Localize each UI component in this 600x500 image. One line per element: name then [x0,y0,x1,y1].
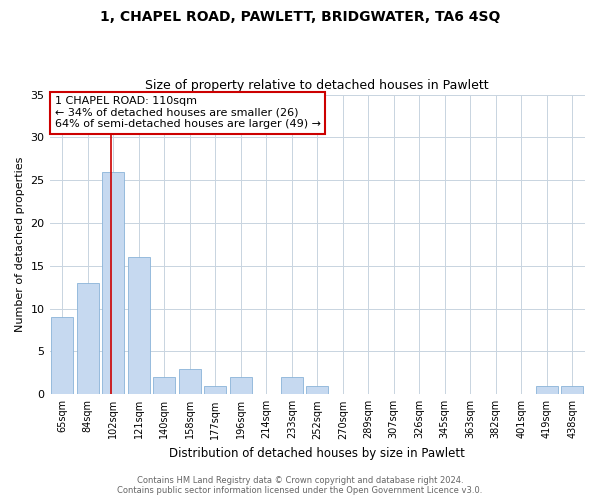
Bar [52,317,73,394]
Bar [179,368,200,394]
Bar [128,258,149,394]
Bar [281,377,302,394]
Y-axis label: Number of detached properties: Number of detached properties [15,156,25,332]
Text: 1 CHAPEL ROAD: 110sqm
← 34% of detached houses are smaller (26)
64% of semi-deta: 1 CHAPEL ROAD: 110sqm ← 34% of detached … [55,96,321,130]
Bar [103,172,124,394]
Text: 1, CHAPEL ROAD, PAWLETT, BRIDGWATER, TA6 4SQ: 1, CHAPEL ROAD, PAWLETT, BRIDGWATER, TA6… [100,10,500,24]
Bar [230,377,251,394]
Text: Contains HM Land Registry data © Crown copyright and database right 2024.
Contai: Contains HM Land Registry data © Crown c… [118,476,482,495]
Bar [562,386,583,394]
Bar [154,377,175,394]
X-axis label: Distribution of detached houses by size in Pawlett: Distribution of detached houses by size … [169,447,465,460]
Bar [307,386,328,394]
Bar [205,386,226,394]
Bar [536,386,557,394]
Bar [77,283,98,395]
Title: Size of property relative to detached houses in Pawlett: Size of property relative to detached ho… [145,79,489,92]
